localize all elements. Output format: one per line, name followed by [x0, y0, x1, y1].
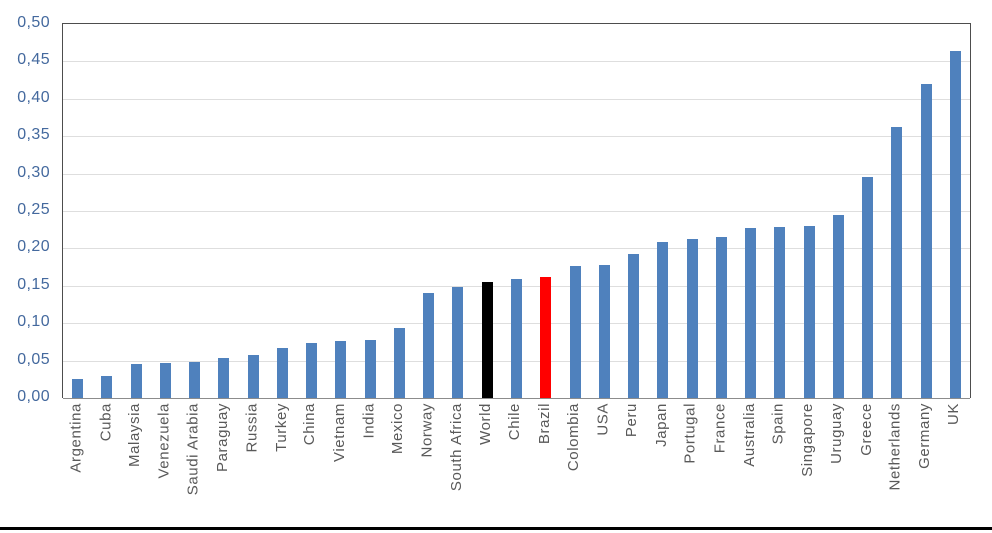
x-tick-label-spain: Spain — [769, 403, 787, 445]
y-tick-label: 0,05 — [17, 350, 50, 368]
x-tick-label-peru: Peru — [623, 403, 641, 438]
y-tick-label: 0,10 — [17, 313, 50, 331]
y-tick-label: 0,00 — [17, 388, 50, 405]
x-tick-label-china: China — [301, 403, 319, 446]
y-tick-label: 0,50 — [17, 14, 50, 31]
bar-uruguay — [832, 215, 844, 398]
x-tick-label-south-africa: South Africa — [447, 403, 465, 492]
bar-saudi-arabia — [189, 362, 201, 398]
y-tick-label: 0,30 — [17, 163, 50, 181]
bar-singapore — [803, 226, 815, 398]
bar-argentina — [72, 379, 84, 398]
bar-chile — [511, 279, 522, 398]
bar-norway — [423, 293, 435, 398]
bar-usa — [598, 265, 610, 398]
bar-cuba — [101, 376, 113, 398]
x-tick-label-saudi-arabia: Saudi Arabia — [184, 403, 202, 496]
bar-brazil — [540, 277, 552, 398]
x-tick-label-uk: UK — [945, 403, 963, 426]
x-axis-line — [63, 398, 970, 399]
y-tick-label: 0,45 — [17, 51, 50, 69]
bar-netherlands — [891, 127, 903, 398]
x-tick-label-world: World — [477, 403, 495, 445]
x-tick-label-india: India — [360, 403, 378, 439]
bar-france — [715, 237, 727, 398]
x-tick-label-usa: USA — [594, 403, 612, 436]
y-tick-label: 0,15 — [17, 275, 50, 293]
x-tick-label-portugal: Portugal — [682, 403, 700, 464]
x-tick-label-mexico: Mexico — [389, 403, 407, 455]
bar-peru — [628, 254, 640, 398]
plot-area — [62, 23, 971, 399]
bar-japan — [657, 242, 669, 398]
y-tick-label: 0,25 — [17, 201, 50, 218]
x-tick-label-japan: Japan — [652, 403, 670, 447]
x-tick-label-malaysia: Malaysia — [126, 403, 144, 467]
x-tick-label-vietnam: Vietnam — [330, 403, 348, 462]
bar-germany — [920, 84, 932, 398]
bar-uk — [949, 51, 961, 398]
gridline — [63, 173, 970, 175]
y-tick-label: 0,40 — [17, 88, 50, 106]
x-tick-label-venezuela: Venezuela — [155, 403, 173, 479]
gridline — [63, 248, 970, 250]
x-tick-label-russia: Russia — [243, 403, 261, 453]
x-tick-label-colombia: Colombia — [565, 403, 583, 472]
bottom-border-line — [0, 527, 992, 530]
bar-malaysia — [130, 364, 142, 398]
bar-spain — [774, 227, 786, 398]
x-tick-label-singapore: Singapore — [799, 403, 817, 477]
bar-india — [364, 340, 376, 398]
x-tick-label-norway: Norway — [418, 403, 436, 458]
bar-turkey — [276, 348, 288, 398]
bar-paraguay — [218, 358, 230, 398]
x-tick-label-greece: Greece — [857, 403, 875, 456]
bar-vietnam — [335, 341, 347, 398]
x-tick-label-australia: Australia — [740, 403, 758, 467]
gridline — [63, 61, 970, 63]
gridline — [63, 136, 970, 138]
x-tick-label-chile: Chile — [506, 403, 524, 441]
bar-world — [481, 282, 493, 398]
bar-china — [306, 343, 318, 398]
x-tick-label-paraguay: Paraguay — [213, 403, 231, 473]
bar-venezuela — [159, 363, 171, 398]
x-tick-label-cuba: Cuba — [96, 403, 114, 442]
bar-australia — [745, 228, 757, 398]
y-tick-label: 0,20 — [17, 238, 50, 256]
gridline — [63, 211, 970, 212]
bar-south-africa — [452, 287, 464, 398]
x-tick-label-netherlands: Netherlands — [886, 403, 904, 491]
bar-greece — [862, 177, 874, 398]
bar-portugal — [686, 239, 698, 398]
gridline — [63, 98, 970, 100]
x-tick-label-france: France — [711, 403, 729, 454]
bar-russia — [247, 355, 259, 398]
y-tick-label: 0,35 — [17, 126, 50, 144]
x-tick-label-uruguay: Uruguay — [828, 403, 846, 464]
x-tick-label-argentina: Argentina — [67, 403, 85, 473]
x-tick-label-germany: Germany — [916, 403, 934, 469]
bar-mexico — [393, 328, 405, 398]
x-tick-label-turkey: Turkey — [272, 403, 290, 452]
x-tick-label-brazil: Brazil — [535, 403, 553, 445]
bar-colombia — [569, 266, 581, 398]
